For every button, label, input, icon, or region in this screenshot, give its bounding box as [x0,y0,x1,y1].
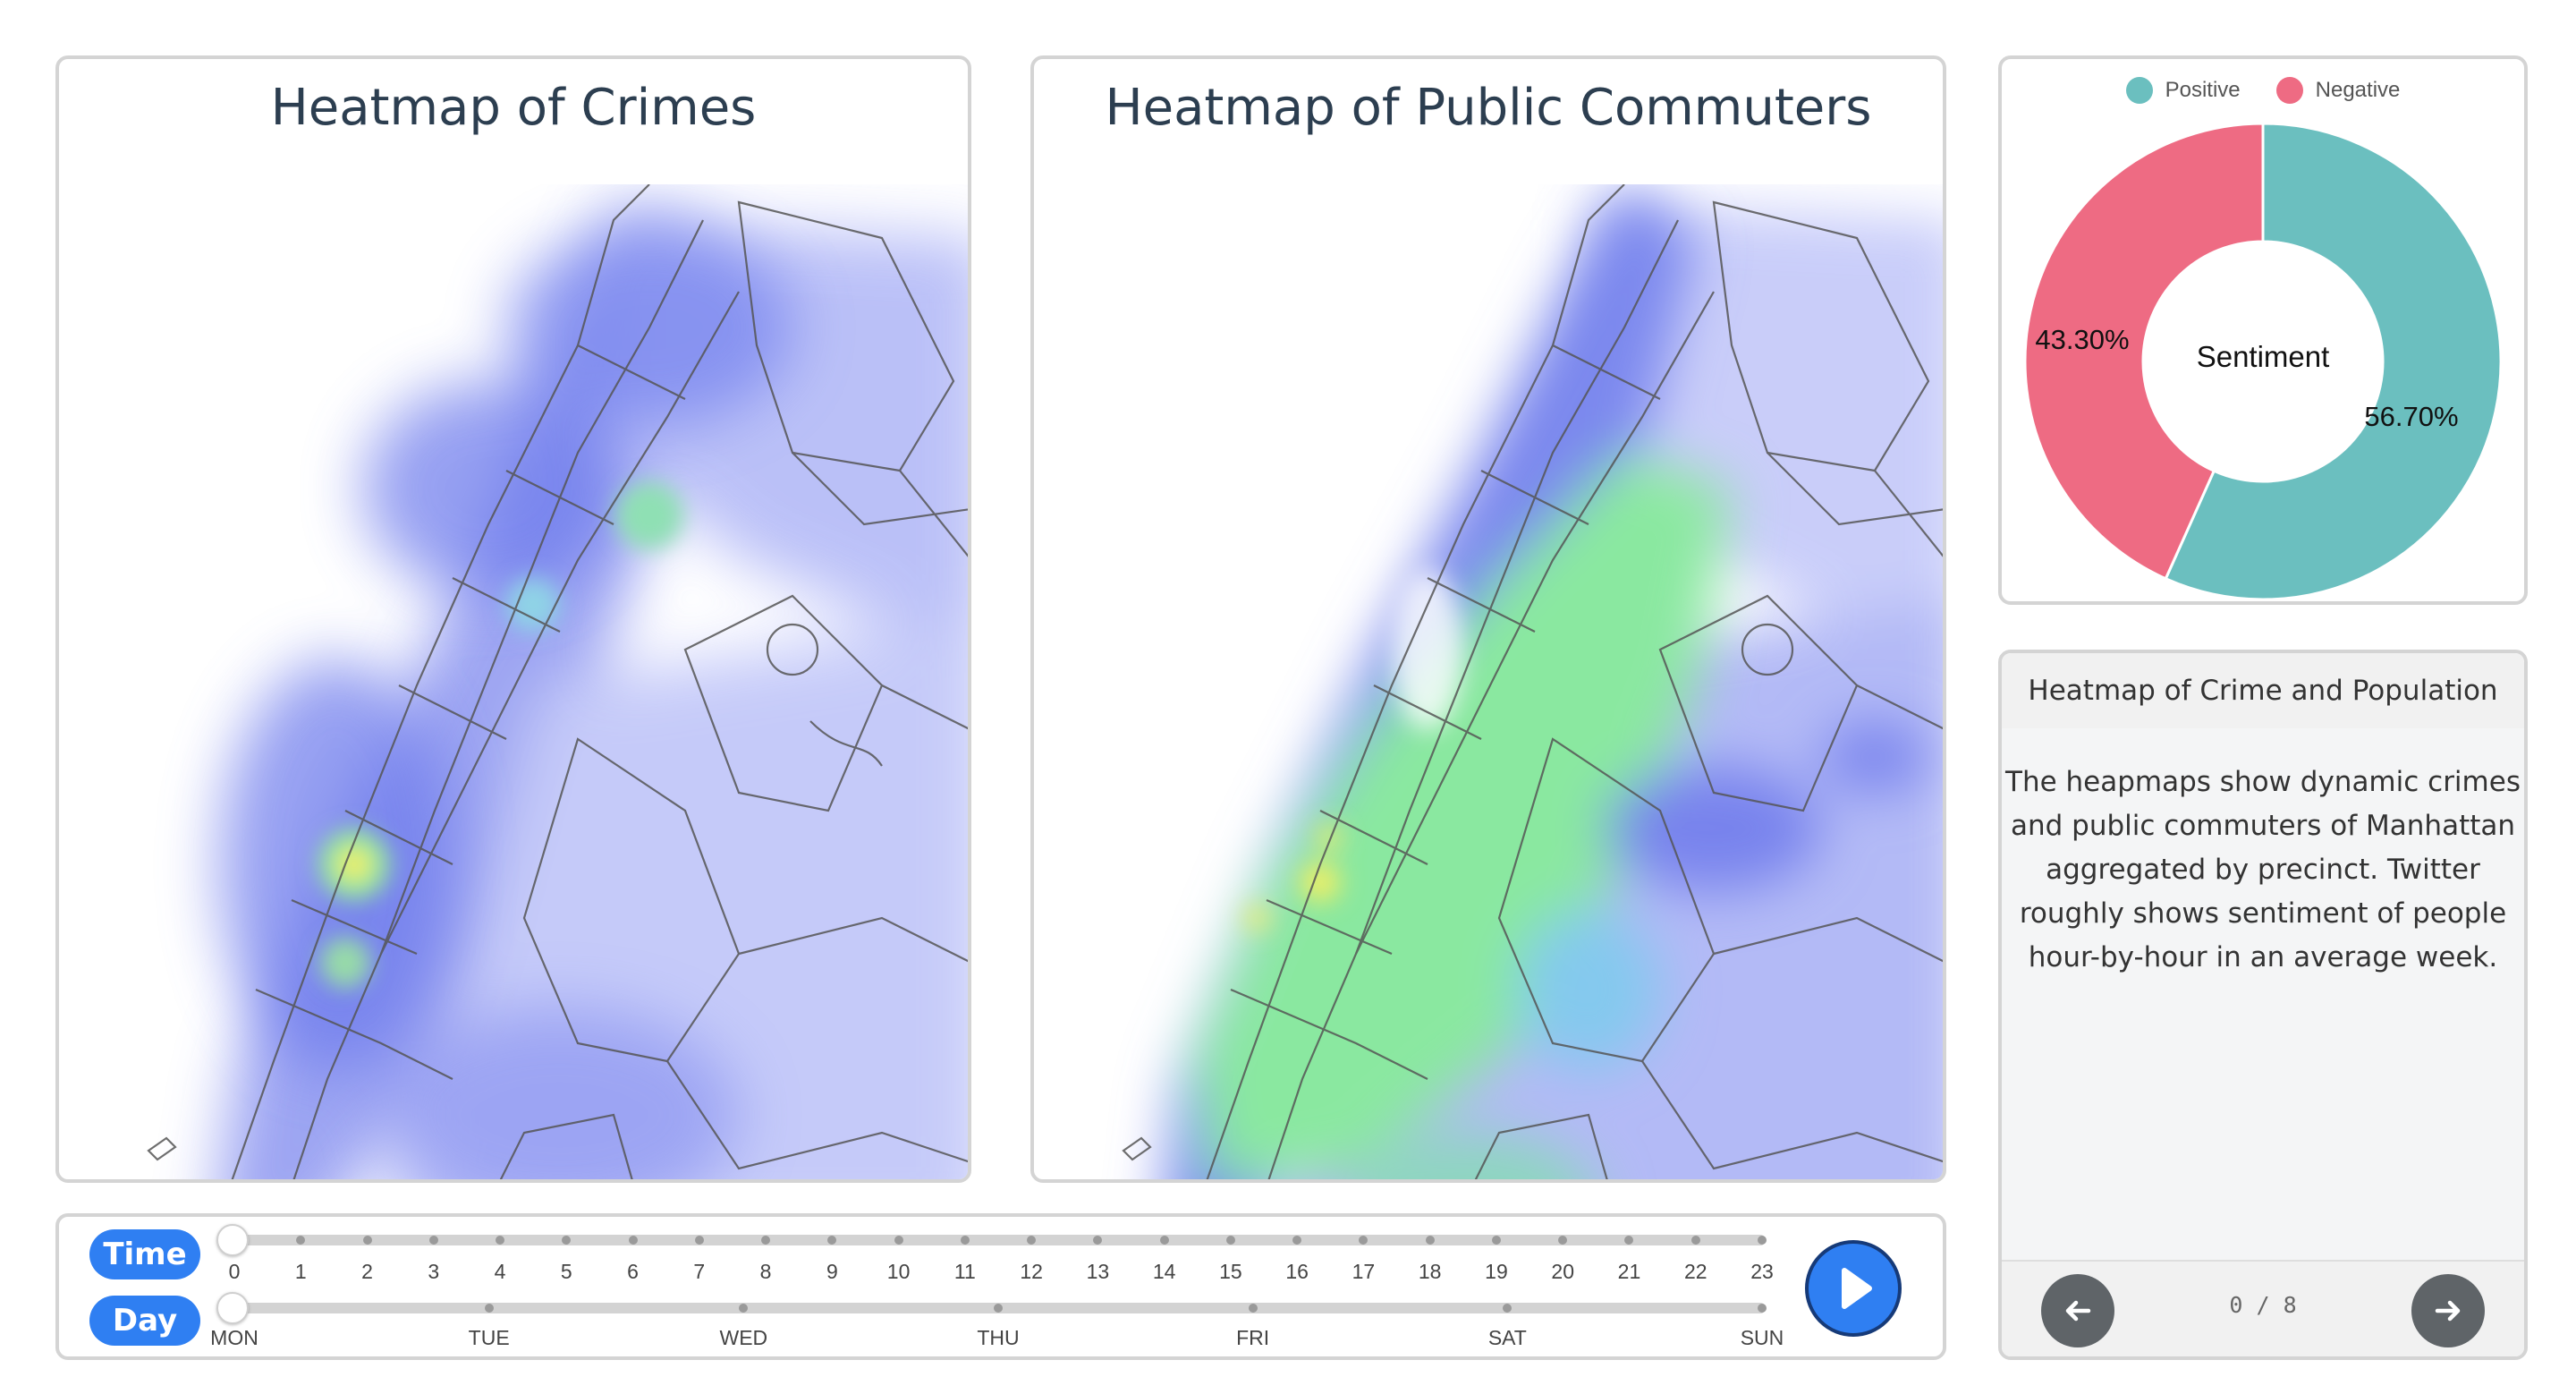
time-tick-label: 21 [1617,1260,1641,1283]
pager: 0 / 8 [2229,1292,2297,1318]
time-tick [761,1236,771,1245]
day-tick-label: WED [719,1326,768,1349]
info-body: The heapmaps show dynamic crimes and pub… [2002,728,2524,1262]
legend-positive[interactable]: Positive [2125,77,2241,104]
arrow-right-icon [2435,1300,2461,1322]
info-panel: Heatmap of Crime and Population The heap… [1998,650,2528,1360]
time-tick [1558,1236,1568,1245]
day-tick-label: TUE [468,1326,510,1349]
day-tick-label: SUN [1740,1326,1784,1349]
day-tick [739,1304,749,1313]
time-tick-label: 8 [759,1260,772,1283]
time-tick [1027,1236,1037,1245]
legend-negative[interactable]: Negative [2275,77,2401,104]
info-footer: 0 / 8 [2002,1260,2524,1356]
controls-panel: Time Day 0 1 2 3 4 5 6 7 8 9 10 11 12 13 14 15 16 17 18 19 2… [55,1213,1946,1360]
time-tick-label: 7 [693,1260,706,1283]
next-button[interactable] [2411,1274,2485,1347]
play-button[interactable] [1805,1240,1902,1337]
time-tick-label: 10 [886,1260,911,1283]
time-tick [1690,1236,1700,1245]
day-tick [484,1304,494,1313]
time-tick [1758,1236,1767,1245]
time-tick-label: 17 [1352,1260,1376,1283]
time-tick [1624,1236,1634,1245]
time-tick-label: 11 [953,1260,976,1283]
time-tick-label: 0 [228,1260,241,1283]
time-tick-label: 15 [1219,1260,1242,1283]
day-tick [1248,1304,1258,1313]
crime-map-title: Heatmap of Crimes [270,79,757,137]
play-icon [1842,1268,1872,1309]
time-tick [428,1236,438,1245]
sentiment-donut: Sentiment 56.70% 43.30% [2023,122,2503,601]
time-tick-label: 3 [428,1260,440,1283]
day-tick [994,1304,1003,1313]
time-tick [1425,1236,1435,1245]
sentiment-legend: Positive Negative [2002,77,2524,104]
prev-button[interactable] [2041,1274,2114,1347]
time-tick-label: 12 [1020,1260,1043,1283]
time-tick [960,1236,970,1245]
legend-label-negative: Negative [2315,78,2401,102]
time-tick [1093,1236,1103,1245]
legend-dot-positive [2125,77,2153,104]
sentiment-panel: Positive Negative Sentiment 56.70% 43.30… [1998,55,2528,605]
time-tick-label: 9 [826,1260,838,1283]
time-tick-label: 13 [1086,1260,1110,1283]
negative-percent-label: 43.30% [2035,324,2129,355]
commuter-map-title: Heatmap of Public Commuters [1105,79,1872,137]
donut-slice-positive[interactable] [2164,122,2503,601]
time-tick-label: 2 [361,1260,373,1283]
day-tick-label: THU [977,1326,1020,1349]
time-tick [496,1236,505,1245]
crime-map-panel: Heatmap of Crimes [55,55,971,1183]
day-tick-label: FRI [1236,1326,1270,1349]
day-tick [1758,1304,1767,1313]
time-tick [1159,1236,1169,1245]
time-tick-label: 20 [1551,1260,1574,1283]
time-slider-track[interactable] [229,1235,1766,1245]
donut-center-label: Sentiment [2197,340,2330,373]
time-tick-label: 19 [1485,1260,1508,1283]
day-slider-handle[interactable] [216,1292,249,1324]
time-tick-label: 5 [560,1260,572,1283]
time-tick [1491,1236,1501,1245]
time-tick [827,1236,837,1245]
info-title: Heatmap of Crime and Population [2002,653,2524,730]
time-tick [296,1236,306,1245]
day-label: Day [89,1296,200,1346]
commuter-map-panel: Heatmap of Public Commuters [1030,55,1946,1183]
legend-dot-negative [2275,77,2303,104]
day-tick-label: MON [210,1326,258,1349]
day-tick [1503,1304,1513,1313]
time-tick [362,1236,372,1245]
time-tick-label: 18 [1418,1260,1442,1283]
commuter-heatmap[interactable] [1088,184,1946,1183]
time-tick [694,1236,704,1245]
arrow-left-icon [2065,1300,2091,1322]
legend-label-positive: Positive [2165,78,2241,102]
time-tick [1292,1236,1302,1245]
time-tick [894,1236,903,1245]
time-tick [1225,1236,1235,1245]
time-tick-label: 16 [1285,1260,1309,1283]
time-tick [1359,1236,1368,1245]
time-tick-label: 22 [1683,1260,1707,1283]
time-tick-label: 14 [1152,1260,1176,1283]
crime-heatmap[interactable] [113,184,971,1183]
donut-slice-negative[interactable] [2023,122,2265,581]
time-tick-label: 23 [1750,1260,1774,1283]
time-tick-label: 1 [294,1260,307,1283]
day-tick-label: SAT [1487,1326,1527,1349]
time-tick [628,1236,638,1245]
time-slider-handle[interactable] [216,1224,249,1256]
time-tick-label: 4 [494,1260,506,1283]
time-tick [562,1236,572,1245]
positive-percent-label: 56.70% [2364,401,2458,432]
time-label: Time [89,1229,200,1279]
time-tick-label: 6 [627,1260,639,1283]
